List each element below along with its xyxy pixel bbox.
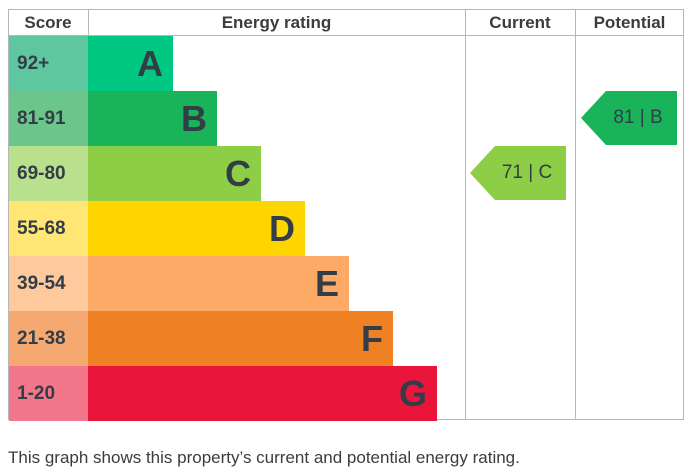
header-energy-rating: Energy rating bbox=[221, 13, 332, 32]
rating-bar-d: D bbox=[88, 201, 305, 256]
header-divider bbox=[8, 35, 684, 36]
score-band-g: 1-20 bbox=[9, 366, 88, 421]
rating-bar-b: B bbox=[88, 91, 217, 146]
rating-bar-f: F bbox=[88, 311, 393, 366]
score-band-c: 69-80 bbox=[9, 146, 88, 201]
rating-bar-g: G bbox=[88, 366, 437, 421]
column-divider bbox=[465, 9, 466, 420]
header-potential: Potential bbox=[593, 13, 666, 32]
column-divider bbox=[575, 9, 576, 420]
score-band-d: 55-68 bbox=[9, 201, 88, 256]
rating-bar-a: A bbox=[88, 36, 173, 91]
rating-bar-e: E bbox=[88, 256, 349, 311]
score-band-e: 39-54 bbox=[9, 256, 88, 311]
header-score: Score bbox=[24, 13, 72, 32]
score-band-b: 81-91 bbox=[9, 91, 88, 146]
score-band-a: 92+ bbox=[9, 36, 88, 91]
caption: This graph shows this property’s current… bbox=[8, 448, 520, 467]
rating-bar-c: C bbox=[88, 146, 261, 201]
header-current: Current bbox=[489, 13, 551, 32]
score-band-f: 21-38 bbox=[9, 311, 88, 366]
